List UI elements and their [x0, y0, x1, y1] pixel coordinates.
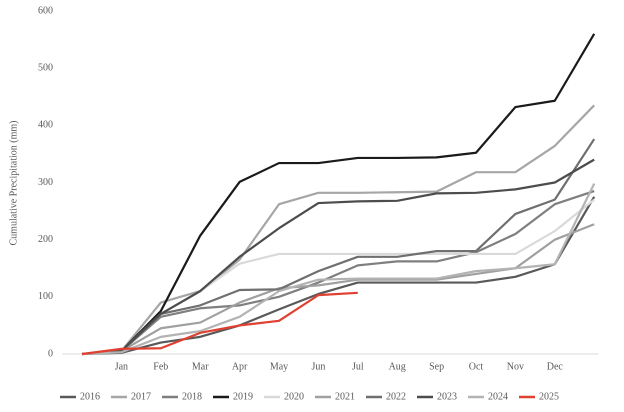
legend-label: 2017 — [131, 391, 151, 402]
x-tick-label: Apr — [232, 361, 248, 372]
legend-label: 2023 — [437, 391, 457, 402]
legend-label: 2021 — [335, 391, 355, 402]
series-line — [81, 190, 595, 356]
x-tick-label: Jun — [311, 361, 325, 372]
legend-label: 2019 — [233, 391, 253, 402]
legend-label: 2022 — [386, 391, 406, 402]
series-line — [81, 33, 596, 356]
y-axis-label: Cumulative Precipitation (mm) — [8, 121, 19, 246]
x-tick-label: Oct — [469, 361, 484, 372]
series-line — [81, 158, 595, 356]
x-tick-label: Sep — [429, 361, 444, 372]
series-line — [81, 196, 596, 356]
x-tick-label: Mar — [192, 361, 209, 372]
legend-label: 2025 — [539, 391, 559, 402]
y-tick-label: 400 — [38, 120, 53, 131]
y-tick-label: 300 — [38, 177, 53, 188]
x-tick-label: Aug — [389, 361, 406, 372]
series-line — [81, 291, 358, 356]
y-tick-label: 100 — [38, 291, 53, 302]
y-tick-label: 600 — [38, 5, 53, 16]
series-line — [81, 138, 596, 356]
x-tick-label: Nov — [507, 361, 524, 372]
y-tick-label: 200 — [38, 234, 53, 245]
y-tick-label: 500 — [38, 62, 53, 73]
y-tick-label: 0 — [48, 348, 53, 359]
series-line — [81, 183, 596, 356]
x-tick-label: Dec — [547, 361, 564, 372]
legend-label: 2024 — [488, 391, 508, 402]
legend-label: 2016 — [80, 391, 100, 402]
legend-label: 2020 — [284, 391, 304, 402]
x-tick-label: Feb — [153, 361, 168, 372]
legend-label: 2018 — [182, 391, 202, 402]
x-tick-label: Jul — [352, 361, 364, 372]
x-tick-label: May — [270, 361, 288, 372]
x-tick-label: Jan — [115, 361, 128, 372]
